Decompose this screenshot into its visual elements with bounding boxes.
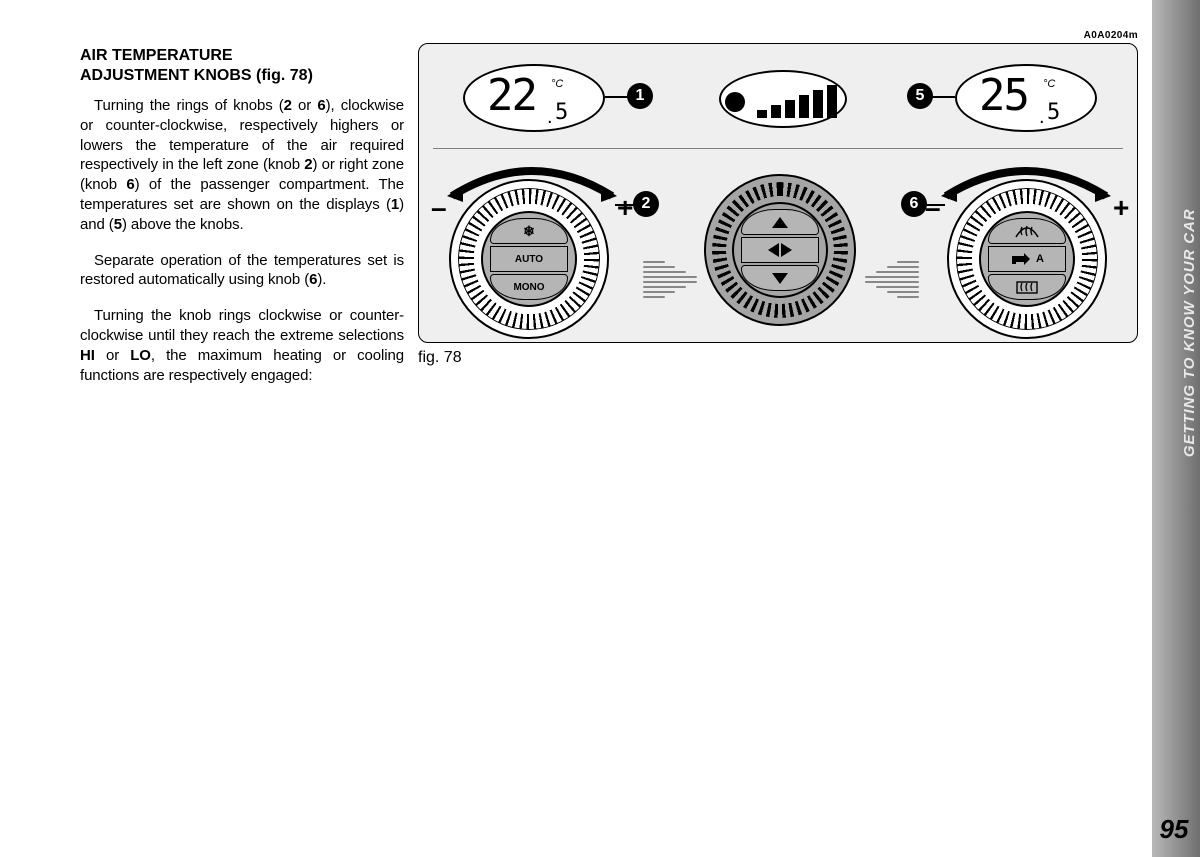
fan-bars-icon — [721, 72, 849, 130]
snowflake-icon: ❄ — [523, 223, 535, 240]
callout-1: 1 — [627, 83, 653, 109]
defrost-rear-icon — [1014, 279, 1040, 295]
left-temp-decimal: 5 — [555, 100, 566, 125]
recirculation-auto-label: A — [1036, 253, 1044, 265]
arrow-down-icon — [772, 273, 788, 284]
minus-sign-right: – — [925, 192, 941, 224]
callout-6: 6 — [901, 191, 927, 217]
body-text-column: AIR TEMPERATURE ADJUSTMENT KNOBS (fig. 7… — [80, 46, 404, 401]
arrow-up-icon — [772, 217, 788, 228]
left-knob-buttons: ❄ AUTO MONO — [481, 211, 577, 307]
left-temp-whole: 22 — [487, 70, 536, 121]
left-temperature-knob: ❄ AUTO MONO — [449, 179, 609, 339]
right-temp-unit: °C — [1043, 78, 1055, 90]
recirculation-icon — [1010, 252, 1032, 266]
lead-1 — [605, 96, 629, 98]
fan-speed-display — [719, 70, 847, 128]
callout-5: 5 — [907, 83, 933, 109]
lead-5 — [931, 96, 955, 98]
recirculation-button: A — [988, 246, 1065, 272]
right-temperature-knob: A — [947, 179, 1107, 339]
plus-sign-right: + — [1113, 192, 1129, 224]
section-heading: AIR TEMPERATURE ADJUSTMENT KNOBS (fig. 7… — [80, 46, 404, 86]
right-temp-whole: 25 — [979, 70, 1028, 121]
paragraph-3: Turning the knob rings clockwise or coun… — [80, 306, 404, 385]
chapter-title: GETTING TO KNOW YOUR CAR — [1182, 209, 1199, 458]
air-up-button — [741, 209, 818, 235]
chapter-tab: GETTING TO KNOW YOUR CAR — [1152, 0, 1200, 857]
paragraph-2: Separate operation of the temperatures s… — [80, 251, 404, 291]
air-distribution-knob — [704, 174, 856, 326]
figure-code: A0A0204m — [418, 30, 1138, 41]
ac-button: ❄ — [490, 218, 567, 244]
center-knob-buttons — [732, 202, 828, 298]
minus-sign-left: – — [431, 192, 447, 224]
front-defrost-button — [988, 218, 1065, 244]
paragraph-1: Turning the rings of knobs (2 or 6), clo… — [80, 96, 404, 235]
plus-sign-left: + — [617, 192, 633, 224]
arrow-lr-icon — [768, 243, 792, 257]
vent-lines-left — [643, 258, 697, 301]
auto-button: AUTO — [490, 246, 567, 272]
page-number: 95 — [1152, 814, 1196, 845]
rear-defrost-button — [988, 274, 1065, 300]
figure-78-wrap: A0A0204m 22 °C 5 . 25 °C 5 . — [418, 30, 1138, 367]
defrost-front-icon — [1014, 223, 1040, 239]
climate-control-panel-illustration: 22 °C 5 . 25 °C 5 . 1 2 5 — [418, 43, 1138, 343]
air-face-button — [741, 237, 818, 263]
right-temp-decimal: 5 — [1047, 100, 1058, 125]
callout-2: 2 — [633, 191, 659, 217]
left-temp-display: 22 °C 5 . — [463, 64, 605, 132]
panel-divider — [433, 148, 1123, 149]
figure-caption: fig. 78 — [418, 349, 1138, 367]
right-knob-buttons: A — [979, 211, 1075, 307]
air-down-button — [741, 265, 818, 291]
left-temp-unit: °C — [551, 78, 563, 90]
mono-button: MONO — [490, 274, 567, 300]
heading-line-2: ADJUSTMENT KNOBS (fig. 78) — [80, 67, 313, 84]
right-temp-display: 25 °C 5 . — [955, 64, 1097, 132]
heading-line-1: AIR TEMPERATURE — [80, 47, 233, 64]
vent-lines-right — [865, 258, 919, 301]
